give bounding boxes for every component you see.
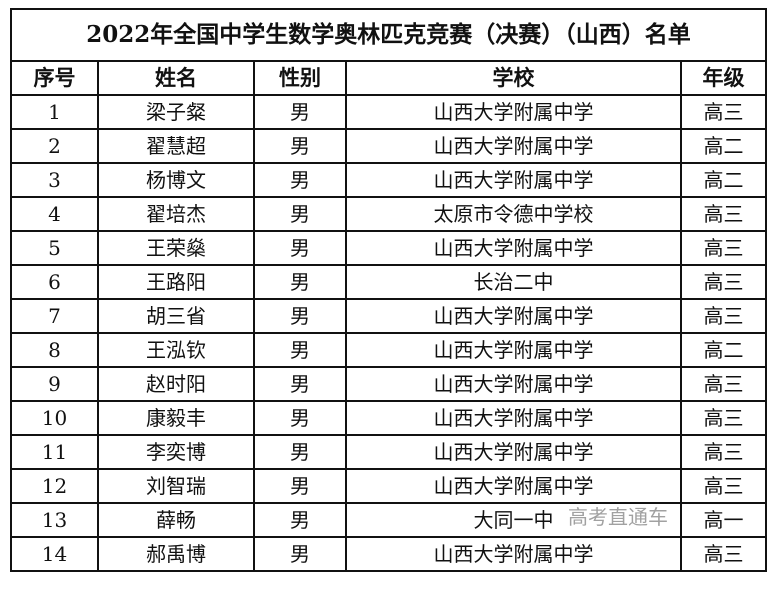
cell-gender: 男 bbox=[253, 332, 347, 368]
cell-grade: 高三 bbox=[679, 434, 768, 470]
cell-grade: 高三 bbox=[679, 196, 768, 232]
cell-index: 12 bbox=[10, 468, 99, 504]
cell-school: 山西大学附属中学 bbox=[345, 298, 682, 334]
cell-school: 大同一中 bbox=[345, 502, 682, 538]
cell-school: 山西大学附属中学 bbox=[345, 332, 682, 368]
cell-name: 薛畅 bbox=[97, 502, 255, 538]
cell-name: 康毅丰 bbox=[97, 400, 255, 436]
cell-index: 3 bbox=[10, 162, 99, 198]
cell-index: 13 bbox=[10, 502, 99, 538]
cell-index: 4 bbox=[10, 196, 99, 232]
cell-grade: 高三 bbox=[679, 400, 768, 436]
cell-index: 7 bbox=[10, 298, 99, 334]
cell-gender: 男 bbox=[253, 502, 347, 538]
cell-name: 胡三省 bbox=[97, 298, 255, 334]
cell-school: 山西大学附属中学 bbox=[345, 434, 682, 470]
cell-name: 杨博文 bbox=[97, 162, 255, 198]
cell-gender: 男 bbox=[253, 400, 347, 436]
watermark: 高考直通车 bbox=[568, 505, 668, 529]
cell-gender: 男 bbox=[253, 298, 347, 334]
header-index: 序号 bbox=[10, 60, 99, 96]
cell-grade: 高三 bbox=[679, 468, 768, 504]
cell-index: 6 bbox=[10, 264, 99, 300]
cell-school: 山西大学附属中学 bbox=[345, 366, 682, 402]
cell-name: 翟培杰 bbox=[97, 196, 255, 232]
table-row: 10 康毅丰男山西大学附属中学 高三 bbox=[10, 400, 768, 436]
cell-grade: 高三 bbox=[679, 230, 768, 266]
cell-name: 刘智瑞 bbox=[97, 468, 255, 504]
roster-table: 2022年全国中学生数学奥林匹克竞赛（决赛）（山西）名单 序号 姓名 性别 学校… bbox=[9, 8, 768, 572]
header-gender: 性别 bbox=[253, 60, 347, 96]
cell-school: 山西大学附属中学 bbox=[345, 230, 682, 266]
table-row: 13 薛畅男大同一中 高一 bbox=[10, 502, 768, 538]
cell-index: 11 bbox=[10, 434, 99, 470]
cell-grade: 高三 bbox=[679, 298, 768, 334]
cell-school: 长治二中 bbox=[345, 264, 682, 300]
cell-school: 山西大学附属中学 bbox=[345, 128, 682, 164]
cell-index: 10 bbox=[10, 400, 99, 436]
cell-name: 李奕博 bbox=[97, 434, 255, 470]
cell-school: 山西大学附属中学 bbox=[345, 468, 682, 504]
cell-grade: 高三 bbox=[679, 366, 768, 402]
header-grade: 年级 bbox=[679, 60, 768, 96]
cell-name: 王路阳 bbox=[97, 264, 255, 300]
cell-gender: 男 bbox=[253, 468, 347, 504]
cell-index: 2 bbox=[10, 128, 99, 164]
table-row: 7 胡三省男山西大学附属中学 高三 bbox=[10, 298, 768, 334]
cell-name: 王泓钦 bbox=[97, 332, 255, 368]
header-row: 序号 姓名 性别 学校 年级 bbox=[10, 60, 768, 96]
cell-gender: 男 bbox=[253, 162, 347, 198]
table-row: 3 杨博文男山西大学附属中学 高二 bbox=[10, 162, 768, 198]
cell-name: 翟慧超 bbox=[97, 128, 255, 164]
cell-school: 太原市令德中学校 bbox=[345, 196, 682, 232]
table-row: 5 王荣燊男山西大学附属中学 高三 bbox=[10, 230, 768, 266]
cell-name: 王荣燊 bbox=[97, 230, 255, 266]
cell-gender: 男 bbox=[253, 94, 347, 130]
table-row: 8 王泓钦男山西大学附属中学 高二 bbox=[10, 332, 768, 368]
cell-school: 山西大学附属中学 bbox=[345, 162, 682, 198]
cell-grade: 高一 bbox=[679, 502, 768, 538]
cell-name: 梁子粲 bbox=[97, 94, 255, 130]
cell-school: 山西大学附属中学 bbox=[345, 94, 682, 130]
cell-index: 8 bbox=[10, 332, 99, 368]
cell-grade: 高二 bbox=[679, 128, 768, 164]
cell-gender: 男 bbox=[253, 196, 347, 232]
cell-gender: 男 bbox=[253, 536, 347, 572]
cell-gender: 男 bbox=[253, 434, 347, 470]
cell-school: 山西大学附属中学 bbox=[345, 536, 682, 572]
table-row: 2 翟慧超男山西大学附属中学 高二 bbox=[10, 128, 768, 164]
cell-index: 5 bbox=[10, 230, 99, 266]
cell-grade: 高二 bbox=[679, 332, 768, 368]
cell-gender: 男 bbox=[253, 264, 347, 300]
table-row: 6 王路阳男长治二中 高三 bbox=[10, 264, 768, 300]
table-row: 11 李奕博男山西大学附属中学 高三 bbox=[10, 434, 768, 470]
cell-gender: 男 bbox=[253, 128, 347, 164]
cell-gender: 男 bbox=[253, 366, 347, 402]
table-row: 4 翟培杰男太原市令德中学校 高三 bbox=[10, 196, 768, 232]
cell-name: 郝禹博 bbox=[97, 536, 255, 572]
cell-grade: 高三 bbox=[679, 536, 768, 572]
table-row: 1 梁子粲男山西大学附属中学 高三 bbox=[10, 94, 768, 130]
cell-school: 山西大学附属中学 bbox=[345, 400, 682, 436]
cell-grade: 高三 bbox=[679, 264, 768, 300]
cell-gender: 男 bbox=[253, 230, 347, 266]
cell-grade: 高三 bbox=[679, 94, 768, 130]
table-row: 12 刘智瑞男山西大学附属中学 高三 bbox=[10, 468, 768, 504]
cell-grade: 高二 bbox=[679, 162, 768, 198]
cell-index: 14 bbox=[10, 536, 99, 572]
table-row: 9 赵时阳男山西大学附属中学 高三 bbox=[10, 366, 768, 402]
table-title: 2022年全国中学生数学奥林匹克竞赛（决赛）（山西）名单 bbox=[9, 8, 768, 62]
header-school: 学校 bbox=[345, 60, 682, 96]
cell-name: 赵时阳 bbox=[97, 366, 255, 402]
header-name: 姓名 bbox=[97, 60, 255, 96]
cell-index: 9 bbox=[10, 366, 99, 402]
cell-index: 1 bbox=[10, 94, 99, 130]
table-row: 14 郝禹博男山西大学附属中学 高三 bbox=[10, 536, 768, 572]
